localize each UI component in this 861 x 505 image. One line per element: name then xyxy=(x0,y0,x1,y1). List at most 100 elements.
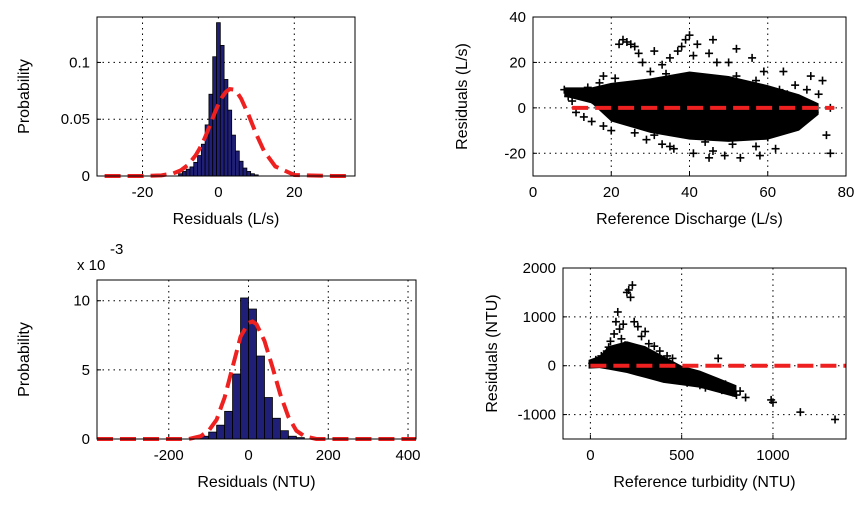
scatter-point xyxy=(633,322,642,331)
normal-fit-curve xyxy=(97,319,416,441)
x-tick-label: 400 xyxy=(396,447,421,464)
x-tick-label: 500 xyxy=(669,447,694,464)
scatter-point xyxy=(607,126,616,135)
scatter-point xyxy=(692,374,701,383)
scatter-point xyxy=(615,325,624,334)
scatter-point xyxy=(791,81,800,90)
scatter-point xyxy=(685,31,694,40)
scatter-point xyxy=(697,81,706,90)
x-tick-label: 1000 xyxy=(756,447,789,464)
scatter-point xyxy=(575,90,584,99)
y-exponent-label: x 10 xyxy=(77,257,105,274)
scatter-point xyxy=(611,74,620,83)
scatter-point xyxy=(662,69,671,78)
y-tick-label: 0 xyxy=(518,100,526,117)
scatter-point xyxy=(710,382,719,391)
scatter-point xyxy=(693,40,702,49)
x-tick-label: -200 xyxy=(154,447,184,464)
scatter-point xyxy=(654,85,663,94)
scatter-point xyxy=(568,97,577,106)
scatter-point xyxy=(603,94,612,103)
scatter-point xyxy=(740,90,749,99)
y-tick-label: 0.05 xyxy=(61,111,90,128)
scatter-point xyxy=(752,142,761,151)
scatter-point xyxy=(768,398,777,407)
scatter-point xyxy=(783,90,792,99)
scatter-point xyxy=(752,76,761,85)
scatter-point xyxy=(617,334,626,343)
histogram-bar xyxy=(256,355,265,440)
x-tick-label: 80 xyxy=(838,184,855,201)
scatter-point xyxy=(608,347,617,356)
histogram-bar xyxy=(193,161,198,177)
scatter-point xyxy=(724,58,733,67)
histogram-bar xyxy=(181,171,187,177)
scatter-point xyxy=(741,393,750,402)
scatter-point xyxy=(701,137,710,146)
scatter-point xyxy=(712,58,721,67)
y-axis-label: Residuals (NTU) xyxy=(484,294,501,412)
scatter-point xyxy=(732,72,741,81)
histogram-bar xyxy=(216,22,221,177)
scatter-point xyxy=(583,83,592,92)
scatter-point xyxy=(638,58,647,67)
histogram-bar xyxy=(280,430,289,440)
x-tick-label: 200 xyxy=(316,447,341,464)
scatter-point xyxy=(646,67,655,76)
histogram-bar xyxy=(242,167,248,177)
scatter-point xyxy=(604,343,613,352)
y-tick-label: 0 xyxy=(82,168,90,185)
scatter-point xyxy=(708,35,717,44)
scatter-point xyxy=(699,377,708,386)
scatter-point xyxy=(610,329,619,338)
histogram-bar xyxy=(264,397,273,440)
x-axis-label: Residuals (L/s) xyxy=(173,211,280,228)
scatter-point xyxy=(665,53,674,62)
chart-panel-2: 0 20 40 60 80 -20 0 20 40 Reference Discharge (L/… xyxy=(454,9,854,228)
scatter-point xyxy=(677,126,686,135)
scatter-point xyxy=(771,144,780,153)
scatter-point xyxy=(599,122,608,131)
scatter-point xyxy=(732,44,741,53)
scatter-point xyxy=(641,327,650,336)
scatter-point xyxy=(650,342,659,351)
histogram-bar xyxy=(240,297,249,440)
x-tick-label: 0 xyxy=(529,184,537,201)
scatter-point xyxy=(663,351,672,360)
histogram-bar xyxy=(224,410,233,440)
scatter-point xyxy=(795,112,804,121)
scatter-point xyxy=(579,112,588,121)
scatter-point xyxy=(802,85,811,94)
scatter-point xyxy=(632,345,641,354)
x-tick-label: 0 xyxy=(244,447,252,464)
scatter-point xyxy=(652,359,661,368)
y-tick-label: 10 xyxy=(73,293,90,310)
scatter-point xyxy=(705,153,714,162)
scatter-point xyxy=(831,415,840,424)
scatter-point xyxy=(705,380,714,389)
scatter-point xyxy=(646,356,655,365)
y-tick-label: -20 xyxy=(504,145,526,162)
scatter-point xyxy=(748,53,757,62)
x-tick-label: -20 xyxy=(132,184,154,201)
scatter-point xyxy=(714,354,723,363)
chart-panel-1: -20 0 20 0 0.05 0.1 Residuals (L/s) Probability xyxy=(16,16,356,228)
scatter-point xyxy=(736,153,745,162)
scatter-point xyxy=(716,122,725,131)
y-tick-label: 0.1 xyxy=(69,54,90,71)
scatter-point xyxy=(822,131,831,140)
scatter-point xyxy=(638,83,647,92)
y-axis-label: Residuals (L/s) xyxy=(454,43,471,150)
x-axis-label: Residuals (NTU) xyxy=(197,474,315,491)
scatter-point xyxy=(613,307,622,316)
histogram-bar xyxy=(246,171,252,177)
scatter-point xyxy=(658,60,667,69)
plot-frame xyxy=(96,16,356,177)
scatter-point xyxy=(637,332,646,341)
scatter-point xyxy=(779,124,788,133)
scatter-point xyxy=(826,149,835,158)
scatter-point xyxy=(611,317,620,326)
x-tick-label: 40 xyxy=(681,184,698,201)
histogram-bar xyxy=(272,417,281,440)
